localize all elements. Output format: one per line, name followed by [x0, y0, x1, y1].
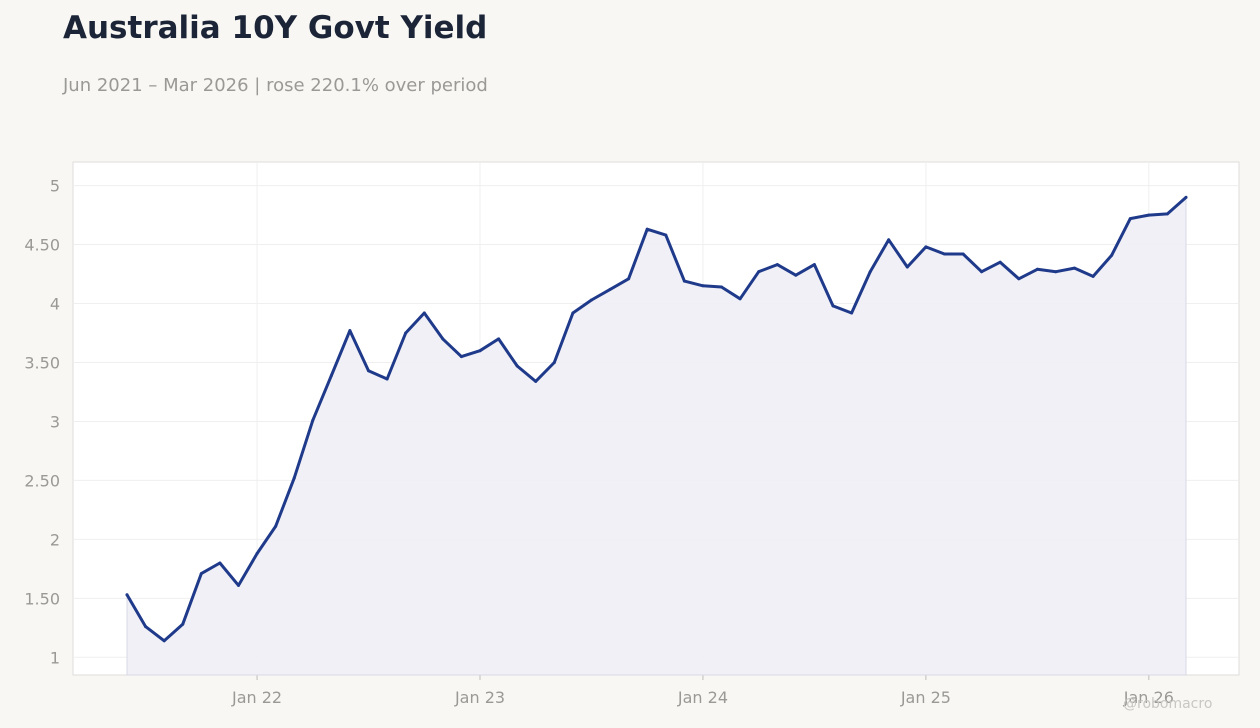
data-point [144, 625, 148, 629]
data-point [831, 304, 835, 308]
data-point [497, 337, 501, 341]
x-tick-label: Jan 24 [677, 688, 728, 707]
data-point [590, 298, 593, 302]
x-tick-label: Jan 23 [454, 688, 505, 707]
data-point [255, 552, 259, 555]
data-point [998, 260, 1002, 264]
data-point [1073, 266, 1076, 270]
y-tick-label: 1.50 [24, 589, 60, 608]
data-point [329, 374, 333, 377]
data-point [608, 287, 612, 291]
data-point [237, 583, 240, 587]
data-point [664, 233, 668, 237]
data-point [348, 329, 352, 333]
data-point [478, 349, 482, 353]
data-point [720, 285, 723, 289]
data-point [812, 263, 816, 267]
data-point [1017, 277, 1021, 281]
data-point [125, 593, 129, 597]
data-point [943, 252, 946, 256]
data-point [961, 252, 965, 256]
data-point [218, 561, 222, 565]
data-point [682, 279, 686, 283]
y-tick-label: 2.50 [24, 471, 60, 490]
data-point [515, 364, 519, 368]
watermark: @robomacro [1123, 696, 1213, 712]
x-tick-label: Jan 25 [900, 688, 951, 707]
data-point [701, 284, 705, 288]
data-point [1035, 267, 1039, 271]
data-point [459, 355, 463, 359]
y-tick-label: 2 [50, 530, 60, 549]
series-line [125, 195, 1188, 643]
data-point [385, 377, 389, 381]
data-point [311, 418, 315, 422]
y-tick-label: 4.50 [24, 236, 60, 255]
data-point [645, 227, 649, 231]
data-point [552, 361, 556, 364]
data-point [1184, 195, 1188, 199]
data-point [404, 331, 408, 335]
y-tick-label: 4 [50, 295, 60, 314]
data-point [441, 337, 445, 341]
data-point [738, 297, 742, 301]
data-point [274, 524, 278, 528]
y-tick-label: 1 [50, 648, 60, 667]
chart-subtitle: Jun 2021 – Mar 2026 | rose 220.1% over p… [63, 75, 488, 96]
data-point [1054, 270, 1058, 274]
data-point [905, 265, 909, 269]
data-point [850, 311, 854, 315]
x-axis-tick-labels: Jan 22 Jan 23 Jan 24 Jan 25 Jan 26 [231, 688, 1174, 707]
y-tick-label: 3 [50, 412, 60, 431]
data-point [162, 639, 166, 643]
y-axis-tick-labels: 1 1.50 2 2.50 3 3.50 4 4.50 5 [24, 177, 60, 668]
data-point [794, 273, 798, 277]
data-point [1110, 253, 1114, 257]
data-point [571, 311, 575, 315]
chart-title: Australia 10Y Govt Yield [63, 10, 488, 46]
data-point [980, 270, 984, 274]
data-point [367, 369, 370, 373]
data-point [1165, 212, 1169, 216]
data-point [775, 263, 779, 267]
data-point [422, 311, 426, 315]
data-point [1091, 274, 1095, 278]
data-point [887, 238, 891, 242]
y-tick-label: 3.50 [24, 353, 60, 372]
data-point [181, 622, 185, 626]
data-point [868, 270, 872, 274]
data-point [627, 277, 631, 281]
data-point [757, 270, 761, 274]
data-point [292, 476, 296, 480]
data-point [924, 245, 928, 249]
x-tick-label: Jan 26 [1123, 688, 1174, 707]
series-points [125, 195, 1188, 643]
data-point [1147, 213, 1151, 217]
data-point [1128, 217, 1132, 221]
x-tick-label: Jan 22 [231, 688, 282, 707]
y-tick-label: 5 [50, 177, 60, 196]
data-point [199, 572, 203, 576]
data-point [534, 379, 538, 383]
